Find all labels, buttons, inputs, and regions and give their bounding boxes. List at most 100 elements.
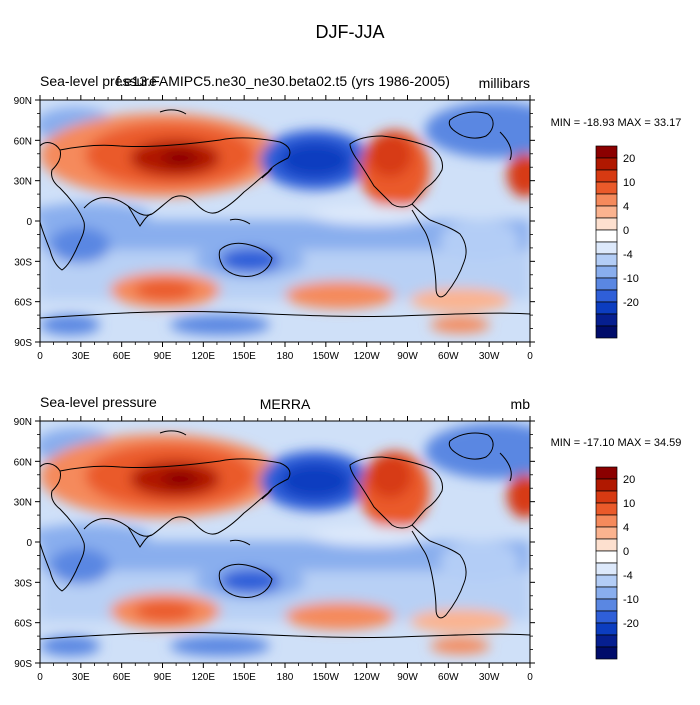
lon-tick-label: 90E [154,672,172,683]
colorbar-swatch [595,466,618,480]
lon-tick-label: 60W [438,351,459,362]
lon-tick-label: 90W [397,672,418,683]
colorbar-swatch [595,265,618,279]
lat-tick-label: 30S [14,257,32,268]
lon-tick-label: 90E [154,351,172,362]
lon-tick-label: 180 [277,351,294,362]
colorbar-swatch [595,145,618,159]
colorbar-swatch [595,598,618,612]
colorbar-swatch [595,610,618,624]
colorbar-label: 10 [623,498,635,510]
lon-tick-label: 180 [277,672,294,683]
colorbar-label: -10 [623,273,639,285]
lat-tick-label: 90N [14,96,32,107]
colorbar-swatch [595,634,618,648]
colorbar-swatch [595,205,618,219]
colorbar-swatch [595,550,618,564]
lon-tick-label: 60E [113,672,131,683]
colorbar-label: 0 [623,546,629,558]
colorbar-label: 20 [623,474,635,486]
colorbar-swatch [595,277,618,291]
colorbar-swatch [595,646,618,660]
lat-tick-label: 0 [26,217,32,228]
lon-tick-label: 90W [397,351,418,362]
colorbar-swatch [595,241,618,255]
colorbar-swatch [595,301,618,315]
colorbar-swatch [595,586,618,600]
lat-tick-label: 60N [14,457,32,468]
lon-tick-label: 0 [37,672,43,683]
colorbar-swatch [595,217,618,231]
panel-left-label: Sea-level pressure [40,73,157,89]
lon-tick-label: 30E [72,351,90,362]
lon-tick-label: 30E [72,672,90,683]
map-axes: 90N 60N 30N 0 30S 60S 90S 0 30E 60E 90E 120E 150E 180… [14,416,535,683]
lat-tick-label: 90S [14,659,32,670]
lon-tick-label: 60W [438,672,459,683]
lat-tick-label: 30N [14,498,32,509]
colorbar-swatch [595,229,618,243]
panel-units-label: millibars [479,75,530,91]
lon-tick-label: 150W [313,672,340,683]
colorbar-label: -20 [623,618,639,630]
colorbar: 20 10 4 0 -4 -10 -20 [595,145,639,339]
lon-tick-label: 120E [192,351,216,362]
lon-tick-label: 0 [527,351,533,362]
colorbar-swatch [595,562,618,576]
stats-label: MIN = -18.93 MAX = 33.17 [551,117,682,129]
colorbar-swatch [595,622,618,636]
lon-tick-label: 150E [232,672,256,683]
map-area [30,421,565,663]
colorbar-swatch [595,490,618,504]
lon-tick-label: 30W [479,672,500,683]
colorbar-swatch [595,193,618,207]
colorbar-swatch [595,289,618,303]
colorbar-swatch [595,325,618,339]
lat-tick-label: 30N [14,177,32,188]
colorbar-label: 20 [623,153,635,165]
panel-center-label: f.e13.FAMIPC5.ne30_ne30.beta02.t5 (yrs 1… [116,73,450,89]
lon-tick-label: 120W [354,672,381,683]
panel-model: Sea-level pressure f.e13.FAMIPC5.ne30_ne… [14,73,682,362]
colorbar-swatch [595,181,618,195]
map-axes: 90N 60N 30N 0 30S 60S 90S 0 30E 60E 90E 120E 150E 180… [14,95,535,362]
colorbar-swatch [595,157,618,171]
colorbar-label: 4 [623,522,629,534]
colorbar-swatch [595,313,618,327]
colorbar-swatch [595,514,618,528]
lat-tick-label: 90S [14,338,32,349]
lat-tick-label: 30S [14,578,32,589]
lat-tick-label: 90N [14,417,32,428]
panel-merra: Sea-level pressure MERRA mb 90N 60N 30N 0 30… [14,394,682,683]
colorbar-label: -4 [623,249,633,261]
panel-left-label: Sea-level pressure [40,394,157,410]
colorbar-label: 10 [623,177,635,189]
colorbar-label: -4 [623,570,633,582]
lon-tick-label: 150W [313,351,340,362]
colorbar-swatch [595,253,618,267]
lon-tick-label: 120E [192,672,216,683]
colorbar-label: 4 [623,201,629,213]
panel-units-label: mb [511,396,531,412]
colorbar-swatch [595,526,618,540]
lon-tick-label: 60E [113,351,131,362]
lon-tick-label: 0 [37,351,43,362]
colorbar-swatch [595,502,618,516]
colorbar: 20 10 4 0 -4 -10 -20 [595,466,639,660]
colorbar-swatch [595,478,618,492]
lat-tick-label: 60N [14,136,32,147]
colorbar-swatch [595,574,618,588]
colorbar-swatch [595,169,618,183]
colorbar-label: -20 [623,297,639,309]
colorbar-swatch [595,538,618,552]
map-area [30,100,565,342]
lat-tick-label: 60S [14,298,32,309]
lat-tick-label: 0 [26,538,32,549]
lon-tick-label: 150E [232,351,256,362]
panel-center-label: MERRA [260,396,311,412]
lon-tick-label: 0 [527,672,533,683]
lat-tick-label: 60S [14,619,32,630]
colorbar-label: 0 [623,225,629,237]
stats-label: MIN = -17.10 MAX = 34.59 [551,437,682,449]
